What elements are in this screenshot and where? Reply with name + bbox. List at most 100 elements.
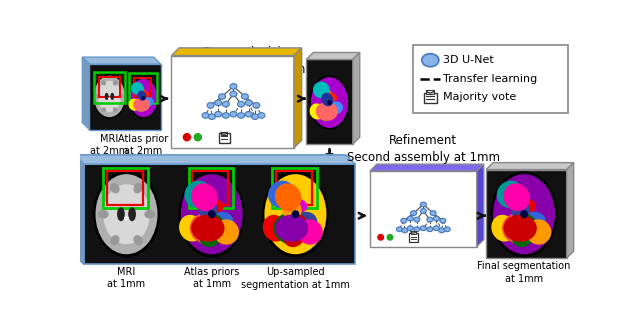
Ellipse shape bbox=[293, 212, 317, 233]
Polygon shape bbox=[307, 60, 353, 144]
Polygon shape bbox=[75, 155, 84, 264]
Ellipse shape bbox=[273, 213, 308, 244]
Ellipse shape bbox=[492, 215, 515, 242]
Bar bbox=[107, 171, 143, 205]
Ellipse shape bbox=[241, 94, 248, 99]
Text: Atlas prior
at 2mm: Atlas prior at 2mm bbox=[118, 134, 169, 156]
Ellipse shape bbox=[222, 101, 229, 107]
Ellipse shape bbox=[433, 216, 439, 221]
Ellipse shape bbox=[278, 223, 292, 244]
Ellipse shape bbox=[138, 90, 147, 101]
Ellipse shape bbox=[124, 216, 129, 221]
Ellipse shape bbox=[207, 103, 214, 108]
Polygon shape bbox=[90, 64, 161, 129]
Ellipse shape bbox=[142, 97, 154, 107]
Ellipse shape bbox=[94, 76, 125, 117]
Ellipse shape bbox=[319, 109, 328, 121]
Bar bbox=[272, 168, 317, 208]
Ellipse shape bbox=[113, 80, 118, 85]
Text: Refinement
Second assembly at 1mm: Refinement Second assembly at 1mm bbox=[347, 134, 500, 164]
Ellipse shape bbox=[511, 198, 536, 214]
Circle shape bbox=[193, 133, 202, 141]
Ellipse shape bbox=[245, 111, 252, 117]
Ellipse shape bbox=[510, 217, 529, 235]
Ellipse shape bbox=[264, 174, 326, 254]
Ellipse shape bbox=[420, 202, 426, 207]
Ellipse shape bbox=[98, 210, 109, 219]
Ellipse shape bbox=[199, 214, 225, 247]
Ellipse shape bbox=[129, 99, 140, 111]
Ellipse shape bbox=[190, 213, 225, 244]
Ellipse shape bbox=[137, 100, 146, 108]
Ellipse shape bbox=[411, 211, 417, 215]
Ellipse shape bbox=[414, 217, 420, 222]
Ellipse shape bbox=[95, 174, 157, 254]
Ellipse shape bbox=[245, 100, 252, 106]
Ellipse shape bbox=[210, 212, 234, 233]
Polygon shape bbox=[477, 164, 484, 247]
Ellipse shape bbox=[282, 217, 300, 235]
Ellipse shape bbox=[407, 216, 413, 221]
Ellipse shape bbox=[191, 183, 218, 211]
Ellipse shape bbox=[420, 209, 426, 213]
Ellipse shape bbox=[402, 228, 408, 233]
Ellipse shape bbox=[520, 210, 528, 218]
Ellipse shape bbox=[396, 227, 403, 232]
Ellipse shape bbox=[198, 199, 218, 220]
Bar bbox=[94, 72, 125, 102]
Ellipse shape bbox=[316, 102, 338, 121]
Ellipse shape bbox=[407, 226, 413, 231]
Polygon shape bbox=[83, 57, 161, 64]
Polygon shape bbox=[172, 56, 294, 148]
Ellipse shape bbox=[133, 235, 143, 245]
Ellipse shape bbox=[230, 91, 237, 97]
Ellipse shape bbox=[117, 207, 125, 221]
Ellipse shape bbox=[282, 199, 301, 220]
Ellipse shape bbox=[110, 93, 114, 100]
Ellipse shape bbox=[292, 210, 300, 218]
Ellipse shape bbox=[222, 113, 229, 118]
Ellipse shape bbox=[420, 226, 426, 231]
Circle shape bbox=[182, 133, 191, 141]
Ellipse shape bbox=[131, 82, 144, 95]
Ellipse shape bbox=[439, 228, 445, 233]
Ellipse shape bbox=[142, 96, 145, 100]
Ellipse shape bbox=[507, 223, 522, 244]
Ellipse shape bbox=[511, 214, 537, 247]
Polygon shape bbox=[83, 57, 90, 129]
Bar bbox=[413, 45, 568, 113]
Ellipse shape bbox=[198, 217, 216, 235]
Ellipse shape bbox=[133, 98, 150, 112]
Ellipse shape bbox=[230, 111, 237, 117]
Ellipse shape bbox=[252, 114, 259, 119]
Bar bbox=[189, 168, 234, 208]
Ellipse shape bbox=[179, 215, 203, 242]
Ellipse shape bbox=[504, 183, 530, 211]
Bar bbox=[193, 171, 228, 205]
Ellipse shape bbox=[253, 103, 260, 108]
Text: Transfer learning: Transfer learning bbox=[443, 74, 537, 84]
Text: Atlas priors
at 1mm: Atlas priors at 1mm bbox=[184, 267, 239, 289]
Bar bbox=[94, 72, 125, 102]
Polygon shape bbox=[486, 170, 566, 258]
Circle shape bbox=[377, 234, 384, 241]
Ellipse shape bbox=[218, 94, 225, 99]
Ellipse shape bbox=[321, 92, 337, 102]
Polygon shape bbox=[370, 164, 484, 171]
Ellipse shape bbox=[110, 235, 120, 245]
Bar bbox=[99, 77, 120, 97]
Text: 3D U-Net: 3D U-Net bbox=[443, 55, 493, 65]
Ellipse shape bbox=[414, 227, 420, 232]
Bar bbox=[276, 171, 312, 205]
Ellipse shape bbox=[93, 171, 160, 257]
Ellipse shape bbox=[214, 100, 221, 106]
Ellipse shape bbox=[208, 210, 216, 218]
Ellipse shape bbox=[444, 227, 450, 232]
Ellipse shape bbox=[321, 93, 333, 106]
Polygon shape bbox=[172, 48, 301, 56]
Text: Up-sampled
segmentation at 1mm: Up-sampled segmentation at 1mm bbox=[241, 267, 350, 290]
Bar bbox=[424, 92, 436, 102]
Ellipse shape bbox=[129, 77, 159, 118]
Ellipse shape bbox=[101, 107, 106, 112]
Ellipse shape bbox=[230, 84, 237, 89]
